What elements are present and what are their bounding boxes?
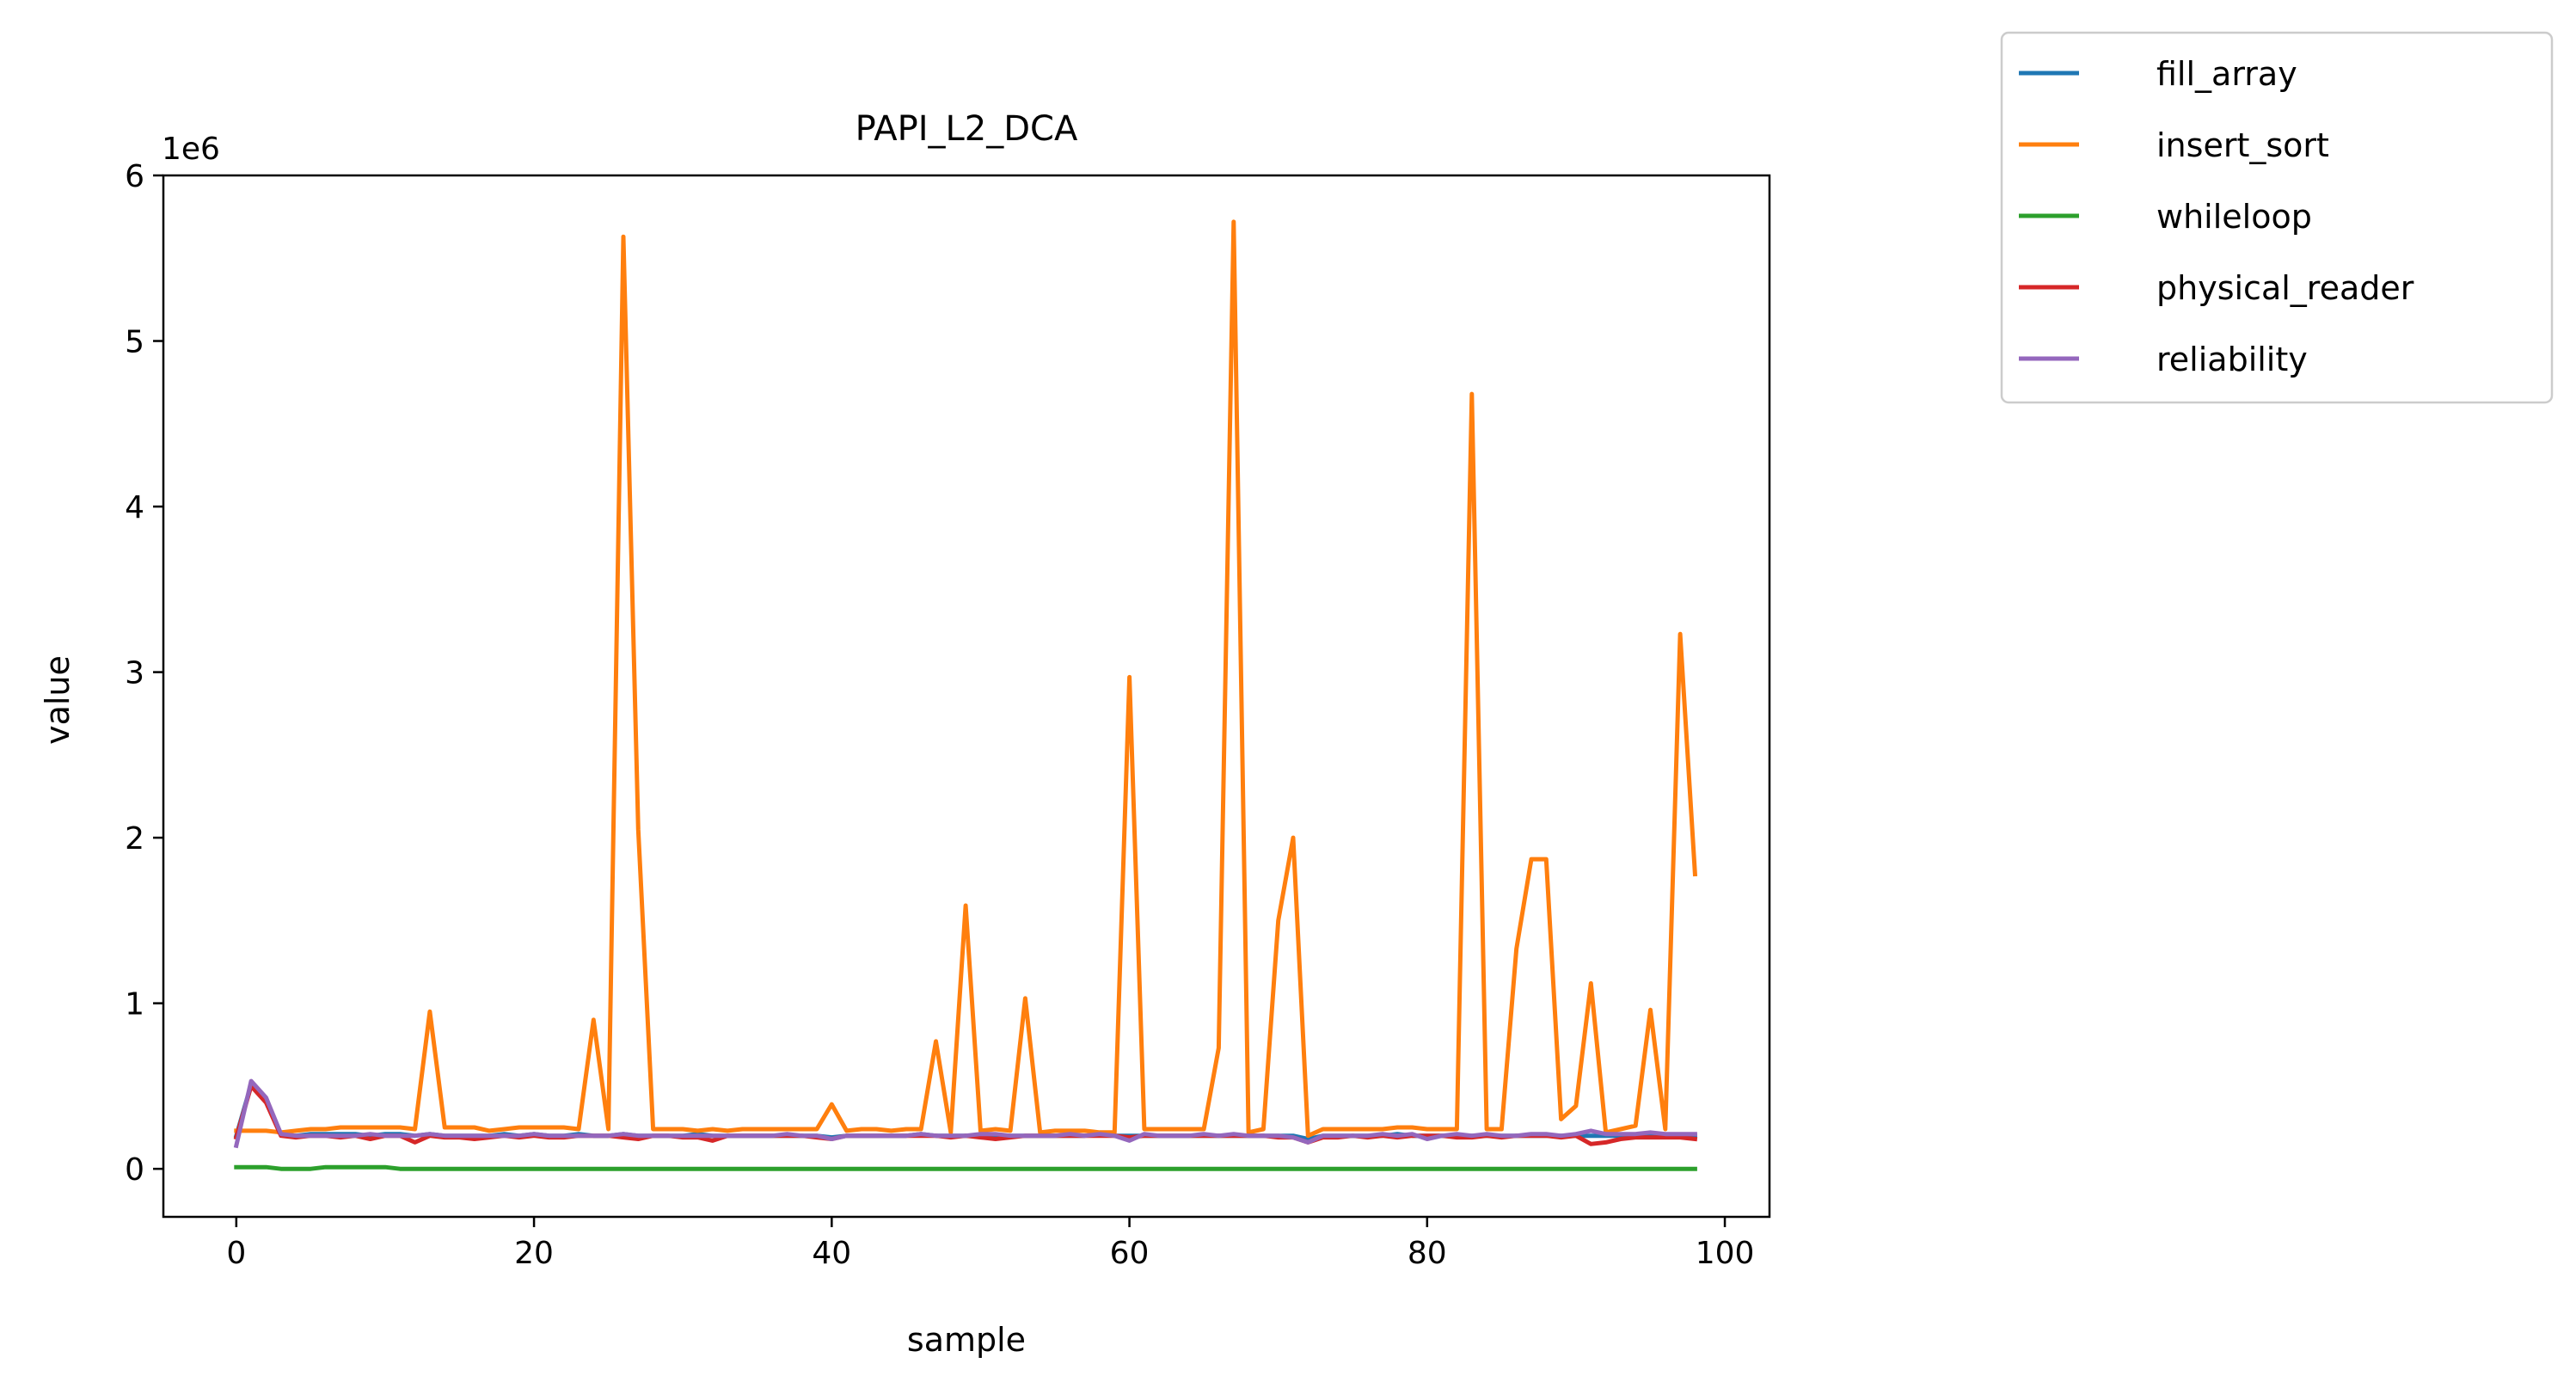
y-tick-label: 1: [125, 987, 144, 1022]
x-axis-label: sample: [907, 1321, 1026, 1359]
y-tick-label: 6: [125, 159, 144, 194]
chart-title: PAPI_L2_DCA: [856, 109, 1078, 149]
y-tick-label: 3: [125, 656, 144, 691]
legend: fill_array insert_sort whileloop physical_r…: [2000, 31, 2554, 404]
y-tick-label: 5: [125, 325, 144, 360]
y-tick-label: 0: [125, 1152, 144, 1188]
series-lines: [233, 219, 1698, 1171]
y-tick-label: 2: [125, 821, 144, 857]
legend-entries: fill_array insert_sort whileloop physical_r…: [2019, 55, 2414, 378]
legend-label: insert_sort: [2156, 126, 2329, 164]
axis-ticks: 0 20 40 60 80 100 0 1 2 3 4 5 6: [125, 159, 1754, 1271]
legend-label: whileloop: [2156, 198, 2312, 236]
legend-label: physical_reader: [2156, 269, 2414, 307]
x-tick-label: 80: [1408, 1236, 1447, 1271]
x-tick-label: 20: [514, 1236, 554, 1271]
series-line-reliability: [233, 1078, 1697, 1149]
y-tick-label: 4: [125, 490, 144, 525]
x-tick-label: 100: [1696, 1236, 1755, 1271]
legend-label: reliability: [2156, 341, 2308, 378]
plot-area-frame: [162, 174, 1771, 1219]
y-axis-label: value: [39, 655, 77, 745]
series-line-insert-sort: [234, 219, 1698, 1139]
x-tick-label: 60: [1110, 1236, 1150, 1271]
series-line-whileloop: [234, 1164, 1697, 1171]
y-scale-label: 1e6: [162, 132, 220, 167]
legend-label: fill_array: [2156, 55, 2297, 93]
x-tick-label: 40: [812, 1236, 851, 1271]
x-tick-label: 0: [226, 1236, 246, 1271]
legend-frame: [2000, 31, 2554, 404]
